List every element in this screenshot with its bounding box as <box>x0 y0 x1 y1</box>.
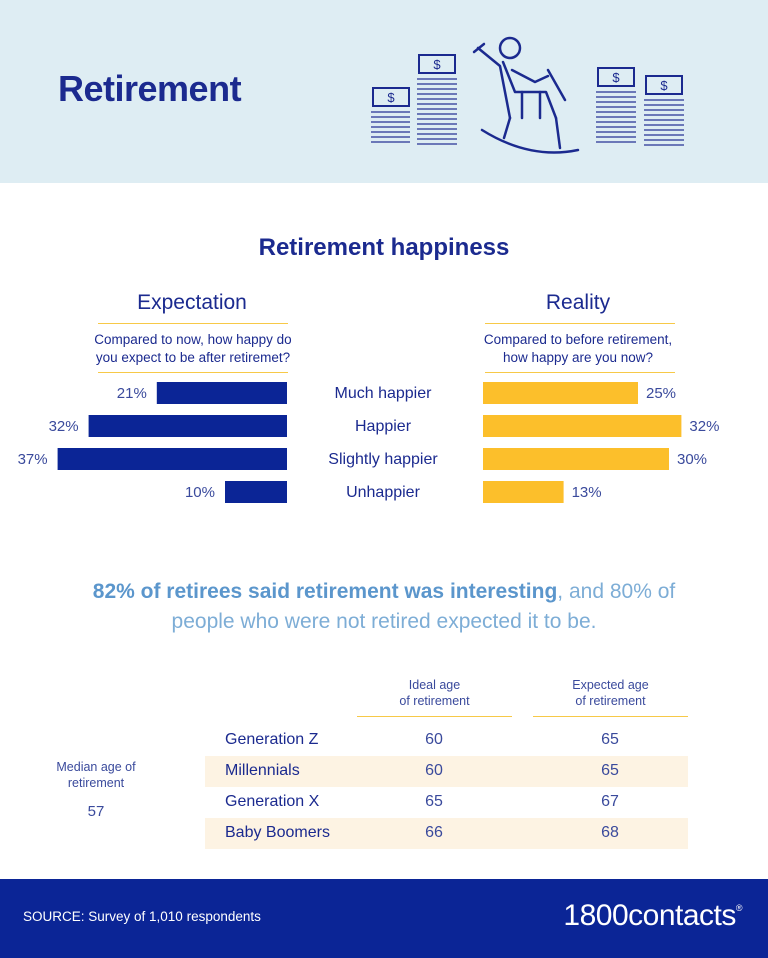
callout-text: 82% of retirees said retirement was inte… <box>40 577 728 637</box>
table-header-ideal: Ideal age of retirement <box>357 677 512 709</box>
table-row-expected: 65 <box>601 731 619 748</box>
callout-bold: 82% of retirees said retirement was inte… <box>92 580 558 603</box>
expectation-value-label: 37% <box>18 451 48 468</box>
reality-value-label: 30% <box>677 451 707 468</box>
expectation-question-line2: you expect to be after retiremet? <box>95 350 291 365</box>
table-row-ideal: 60 <box>425 762 443 779</box>
expectation-value-label: 21% <box>117 385 147 402</box>
svg-text:$: $ <box>660 78 668 93</box>
table-row-expected: 67 <box>601 793 619 810</box>
table-header-ideal-line2: of retirement <box>399 694 470 708</box>
source-note: SOURCE: Survey of 1,010 respondents <box>23 909 261 924</box>
median-age-label: Median age of retirement <box>40 759 152 791</box>
table-row-ideal: 66 <box>425 824 443 841</box>
table-row-generation: Baby Boomers <box>225 824 330 841</box>
reality-value-label: 25% <box>646 385 676 402</box>
svg-text:$: $ <box>433 57 441 72</box>
callout-line2: people who were not retired expected it … <box>171 610 597 633</box>
reality-value-label: 13% <box>572 484 602 501</box>
reality-question-line1: Compared to before retirement, <box>483 332 673 347</box>
table-header-expected-line2: of retirement <box>575 694 646 708</box>
category-label: Happier <box>355 418 412 435</box>
table-header-ideal-rule <box>357 716 512 717</box>
expectation-question-line1: Compared to now, how happy do <box>94 332 292 347</box>
registered-mark: ® <box>735 903 743 913</box>
table-header-ideal-line1: Ideal age <box>408 678 461 692</box>
retirement-illustration: $ $ $ <box>371 36 684 154</box>
expectation-rule-top <box>98 323 288 324</box>
reality-value-label: 32% <box>689 418 719 435</box>
reality-bar <box>483 415 682 437</box>
table-row: Generation X 65 67 <box>205 787 688 818</box>
table-header-expected-line1: Expected age <box>572 678 649 692</box>
brand-logo: 1800contacts® <box>563 899 742 933</box>
table-row: Generation Z 60 65 <box>205 725 688 756</box>
category-label: Unhappier <box>346 484 421 501</box>
reality-title: Reality <box>545 291 611 314</box>
page-title: Retirement <box>58 68 242 109</box>
stacked-money-icon: $ <box>596 67 636 143</box>
reality-bar <box>483 448 669 470</box>
svg-text:$: $ <box>387 90 395 105</box>
median-age-value: 57 <box>87 803 105 820</box>
rocking-chair-person-icon <box>472 36 580 154</box>
reality-bar <box>483 481 564 503</box>
table-header-expected-rule <box>533 716 688 717</box>
stacked-money-icon: $ <box>644 75 684 146</box>
expectation-bar <box>156 382 287 404</box>
median-age-label-line2: retirement <box>67 776 125 790</box>
callout-rest: , and 80% of <box>557 580 676 603</box>
reality-bar <box>483 382 638 404</box>
table-header-expected: Expected age of retirement <box>533 677 688 709</box>
median-age-label-line1: Median age of <box>56 760 136 774</box>
expectation-bar <box>225 481 287 503</box>
reality-question: Compared to before retirement, how happy… <box>443 331 713 367</box>
stacked-money-icon: $ <box>371 87 410 143</box>
reality-rule-top <box>485 323 675 324</box>
footer-band: SOURCE: Survey of 1,010 respondents 1800… <box>0 879 768 958</box>
expectation-value-label: 32% <box>49 418 79 435</box>
table-row-ideal: 60 <box>425 731 443 748</box>
expectation-title: Expectation <box>137 291 247 314</box>
category-label: Slightly happier <box>328 451 438 468</box>
expectation-question: Compared to now, how happy do you expect… <box>58 331 328 367</box>
expectation-rule-bottom <box>98 372 288 373</box>
table-row-expected: 68 <box>601 824 619 841</box>
table-row: Millennials 60 65 <box>205 756 688 787</box>
reality-question-line2: how happy are you now? <box>502 350 654 365</box>
table-row-generation: Millennials <box>225 762 300 779</box>
expectation-value-label: 10% <box>185 484 215 501</box>
table-row-ideal: 65 <box>425 793 443 810</box>
table-row-generation: Generation Z <box>225 731 319 748</box>
expectation-bar <box>88 415 287 437</box>
section-title: Retirement happiness <box>258 234 510 261</box>
stacked-money-icon: $ <box>417 54 457 145</box>
table-row-expected: 65 <box>601 762 619 779</box>
expectation-bar <box>57 448 287 470</box>
table-row-generation: Generation X <box>225 793 320 810</box>
table-row: Baby Boomers 66 68 <box>205 818 688 849</box>
header-band: Retirement <box>0 0 768 183</box>
category-label: Much happier <box>335 385 433 402</box>
reality-rule-bottom <box>485 372 675 373</box>
svg-text:$: $ <box>612 70 620 85</box>
happiness-chart: 21% Much happier 25%32% Happier 32%37% Slight… <box>18 382 719 503</box>
brand-logo-text: 1800contacts <box>563 899 736 932</box>
